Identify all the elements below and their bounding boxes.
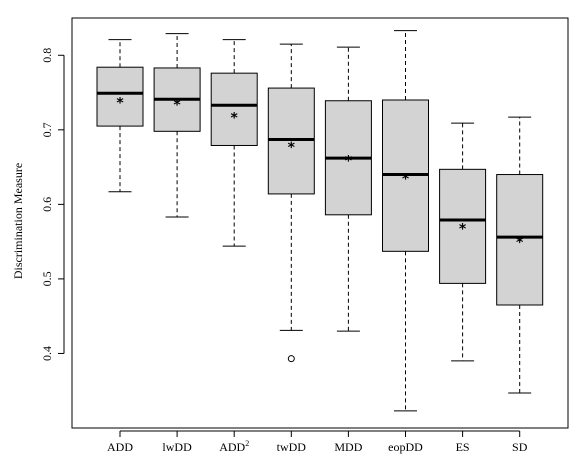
y-tick-label: 0.8 <box>40 48 54 63</box>
mean-marker: * <box>116 95 124 111</box>
iqr-box <box>210 72 258 146</box>
box-lwdd: * <box>153 33 201 218</box>
mean-marker: * <box>345 154 353 170</box>
mean-marker: * <box>173 98 181 114</box>
box-add-sq: * <box>210 39 258 247</box>
y-tick-label: 0.7 <box>40 122 54 137</box>
boxes: * * * * * * * * <box>96 30 544 412</box>
mean-marker: * <box>231 110 239 126</box>
mean-marker: * <box>459 221 467 237</box>
box-es: * <box>439 122 487 362</box>
x-tick-label: ES <box>456 440 470 454</box>
x-tick-label-text: lwDD <box>162 440 192 454</box>
x-tick-label: eopDD <box>388 440 423 454</box>
outlier-point <box>287 355 295 363</box>
box-sd: * <box>496 116 544 394</box>
x-tick-label-superscript: 2 <box>245 439 249 448</box>
box-eopdd: * <box>382 30 429 412</box>
iqr-box <box>439 168 487 284</box>
x-axis: ADD lwDD ADD2 twDD MDD eopDD ES SD <box>107 430 528 454</box>
iqr-box <box>496 174 544 306</box>
x-tick-label: ADD2 <box>219 439 249 454</box>
y-tick-label: 0.5 <box>40 271 54 286</box>
x-tick-label-text: ADD <box>219 440 245 454</box>
box-add: * <box>96 39 144 193</box>
plot-frame <box>71 17 569 429</box>
iqr-box <box>96 66 144 127</box>
x-tick-label-text: SD <box>512 440 528 454</box>
x-tick-label: twDD <box>277 440 307 454</box>
y-tick-label: 0.4 <box>40 346 54 361</box>
box-mdd: * <box>324 46 372 332</box>
box-twdd: * <box>267 43 315 363</box>
x-tick-label-text: eopDD <box>388 440 423 454</box>
x-tick-label-text: ADD <box>107 440 133 454</box>
mean-marker: * <box>516 235 524 251</box>
x-tick-label-text: twDD <box>277 440 307 454</box>
y-axis: 0.4 0.5 0.6 0.7 0.8 <box>40 48 65 361</box>
x-tick-label: ADD <box>107 440 133 454</box>
mean-marker: * <box>402 172 410 188</box>
x-tick-label: SD <box>512 440 528 454</box>
y-tick-label: 0.6 <box>40 197 54 212</box>
y-axis-title: Discrimination Measure <box>11 163 25 279</box>
x-tick-label-text: MDD <box>334 440 362 454</box>
mean-marker: * <box>288 140 296 156</box>
x-tick-label-text: ES <box>456 440 470 454</box>
x-tick-label: lwDD <box>162 440 192 454</box>
x-tick-label: MDD <box>334 440 362 454</box>
